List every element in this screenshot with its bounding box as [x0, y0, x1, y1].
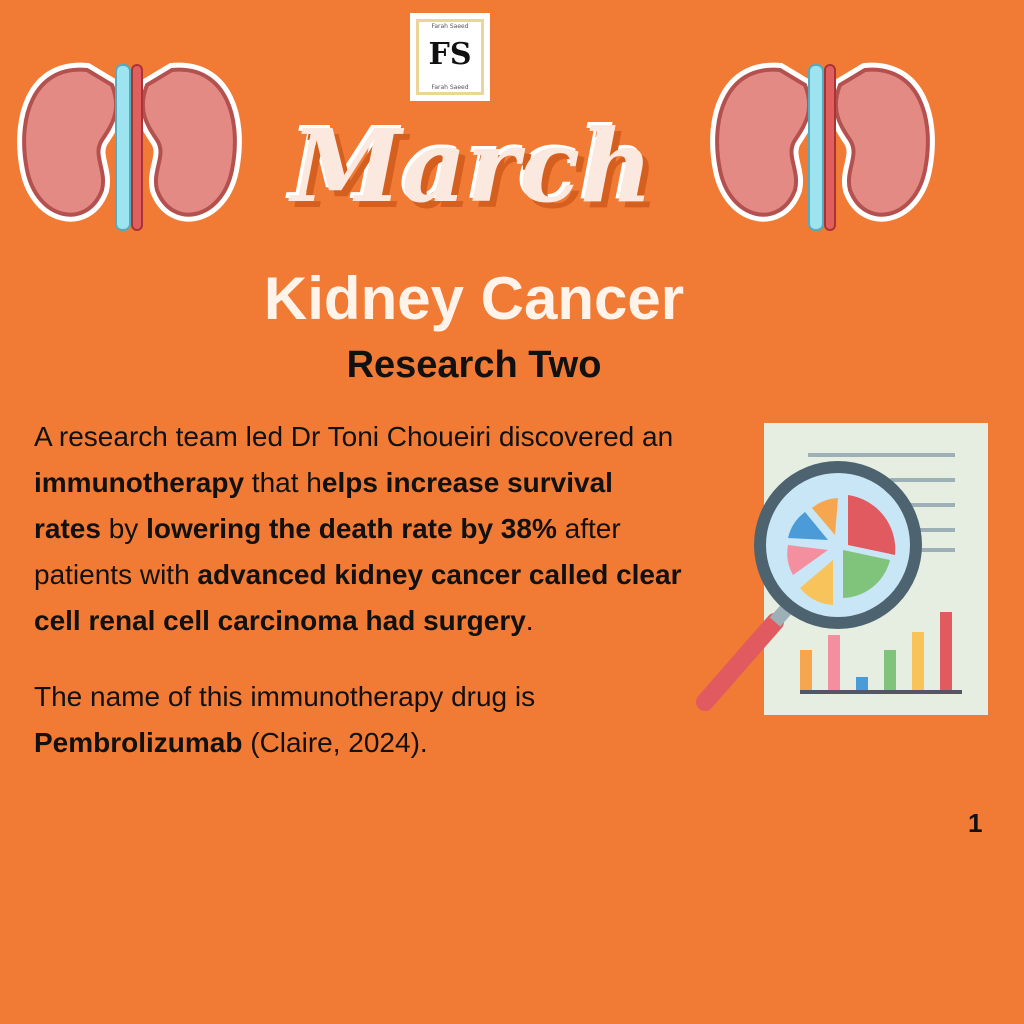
bold-text-segment: advanced kidney cancer called clear cell…	[34, 559, 682, 636]
page-subtitle: Research Two	[346, 344, 602, 386]
logo-monogram: FS	[428, 37, 472, 72]
text-segment: The name of this immunotherapy drug is	[34, 681, 536, 712]
paragraph-drug: The name of this immunotherapy drug is P…	[34, 674, 684, 766]
kidney-icon	[710, 62, 935, 231]
logo-name-top: Farah Saeed	[431, 23, 469, 30]
kidney-icon	[17, 62, 242, 231]
logo-name-bottom: Farah Saeed	[431, 84, 469, 91]
bold-text-segment: immunotherapy	[34, 467, 245, 498]
text-segment: .	[525, 605, 534, 636]
paragraph-research: A research team led Dr Toni Choueiri dis…	[34, 414, 684, 644]
month-heading: March	[291, 107, 653, 225]
bold-text-segment: lowering the death rate by 38%	[146, 513, 557, 544]
logo: Farah Saeed FS Farah Saeed	[410, 13, 490, 101]
text-segment: that h	[244, 467, 322, 498]
text-segment: A research team led Dr Toni Choueiri dis…	[34, 421, 674, 452]
body-text: A research team led Dr Toni Choueiri dis…	[34, 414, 684, 766]
page-title: Kidney Cancer	[263, 265, 685, 332]
report-magnifier-icon	[696, 423, 988, 715]
text-segment: after patients with	[34, 513, 621, 590]
text-segment: (Claire, 2024).	[242, 727, 428, 758]
bold-text-segment: elps increase survival rates	[34, 467, 613, 544]
bold-text-segment: Pembrolizumab	[34, 727, 243, 758]
text-segment: by	[100, 513, 147, 544]
page-number: 1	[968, 808, 983, 838]
